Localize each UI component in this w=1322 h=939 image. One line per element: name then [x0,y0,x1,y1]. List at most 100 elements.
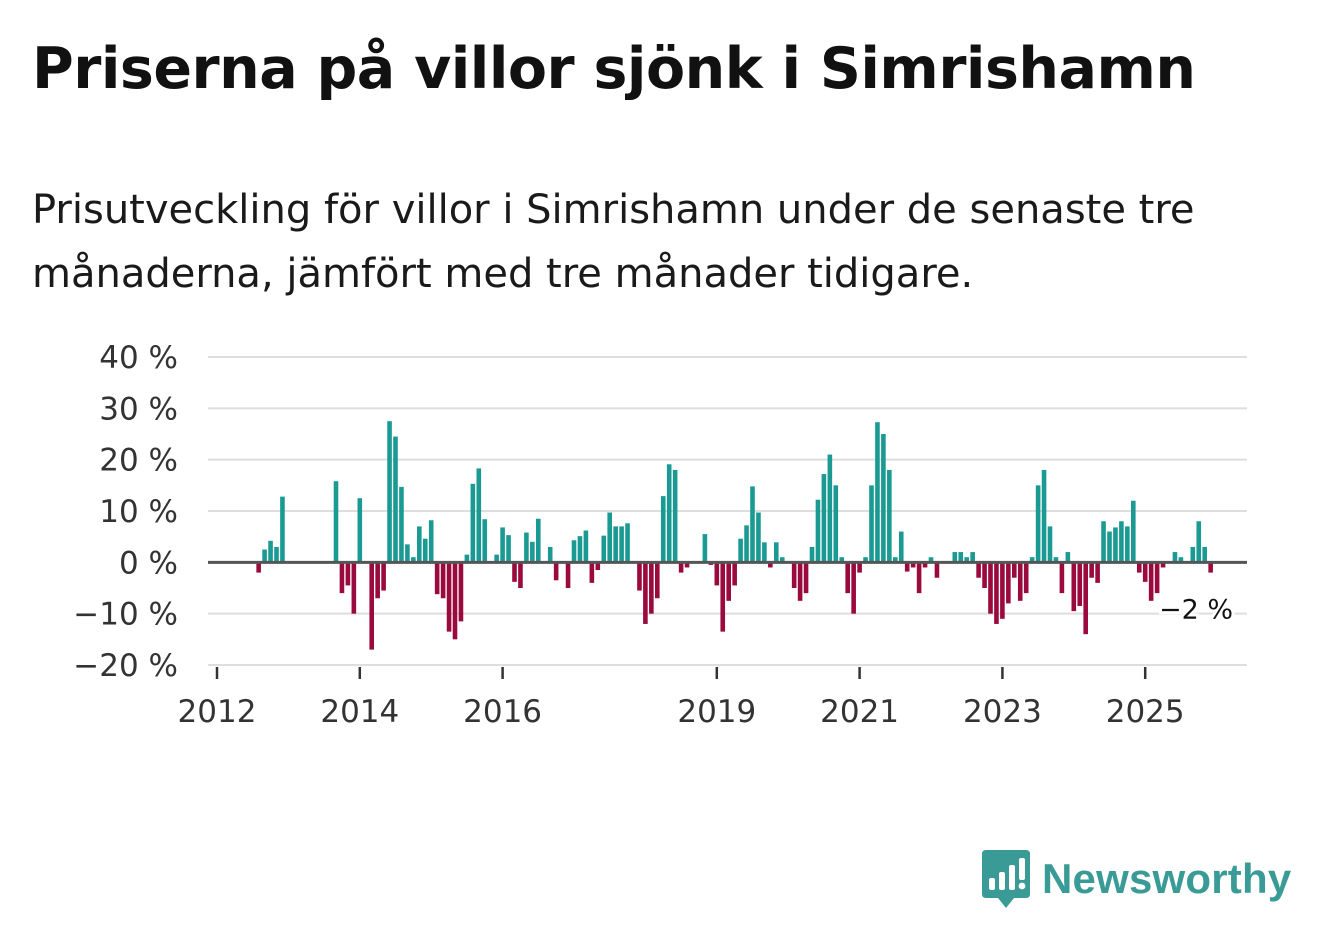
brand-name: Newsworthy [1042,855,1292,902]
bar [268,540,273,563]
bar-chart-speech-bubble-icon [982,850,1030,908]
bar [440,562,446,599]
y-tick-label: 30 % [99,391,178,427]
bar [625,523,630,563]
bar [762,542,767,563]
bar [976,562,981,578]
bar [738,538,743,563]
bar [797,562,803,601]
bar [1113,527,1118,563]
bar [1089,562,1094,578]
bar [1107,531,1112,563]
x-tick-label: 2025 [1106,694,1185,730]
bar [1083,562,1088,635]
bar [1196,521,1202,563]
grid-lines [208,356,1247,666]
bar [732,562,737,586]
bar [922,562,928,568]
bar [910,562,916,568]
bar [750,486,755,563]
bar [399,486,404,563]
bars [256,421,1213,650]
bar [791,562,797,588]
bar [893,557,898,563]
bar [512,562,517,582]
bar [1160,562,1166,568]
bar [988,562,993,614]
bar [720,562,726,632]
bar [815,499,821,563]
bar [839,557,845,563]
bar [333,481,339,563]
bar [660,496,666,563]
bar [1000,562,1005,619]
x-tick-label: 2014 [320,694,399,730]
bar [381,562,386,591]
bar [851,562,856,614]
bar [982,562,987,588]
bar [1119,521,1124,563]
bar [262,549,267,563]
bar [417,526,422,563]
x-tick-label: 2016 [463,694,542,730]
bar [809,546,815,563]
bar [345,562,351,586]
bar [958,552,964,563]
bar [1101,521,1106,563]
bar [1077,562,1083,606]
bar [464,554,470,563]
bar [768,562,773,568]
bar [637,562,642,591]
bar [1172,552,1178,563]
bar [607,512,612,563]
bar [256,562,261,573]
bar [595,562,601,571]
y-tick-label: 10 % [99,494,178,530]
bar [904,562,910,572]
bar [434,562,440,595]
bar [821,474,827,563]
y-axis-labels: −20 % −10 % 0 % 10 % 20 % 30 % 40 % [73,340,178,684]
bar [714,562,720,586]
newsworthy-logo: Newsworthy [980,848,1291,910]
bar [375,562,380,599]
bar [833,485,839,563]
bar [1059,562,1065,594]
bar [1023,562,1029,594]
bar [702,534,708,563]
bar [422,538,428,563]
bar [601,535,607,563]
x-tick-label: 2023 [963,694,1042,730]
bar [666,464,672,563]
x-tick-label: 2019 [677,694,756,730]
bar [1065,552,1071,563]
y-tick-label: 0 % [119,545,178,581]
bar [536,518,541,563]
bar [405,544,410,563]
bar [964,557,969,563]
bar [952,552,958,563]
x-tick-label: 2021 [820,694,899,730]
bar [898,531,904,563]
bar [482,519,488,563]
latest-value-label: −2 % [1159,595,1233,626]
bar [494,554,499,563]
bar [1006,562,1011,604]
bar [994,562,999,624]
bar [1053,557,1059,563]
bar [887,469,892,563]
bar [803,562,809,594]
bar [547,546,553,563]
bar [1047,526,1053,563]
bar [774,542,779,563]
bar [1029,557,1035,563]
bar [1202,546,1207,563]
bar [678,562,684,573]
chart-subtitle: Prisutveckling för villor i Simrishamn u… [32,187,1195,297]
y-tick-label: 40 % [99,340,178,376]
bar [619,526,624,563]
bar [280,496,285,563]
bar [928,557,934,563]
bar [934,562,940,578]
bar [869,485,874,563]
